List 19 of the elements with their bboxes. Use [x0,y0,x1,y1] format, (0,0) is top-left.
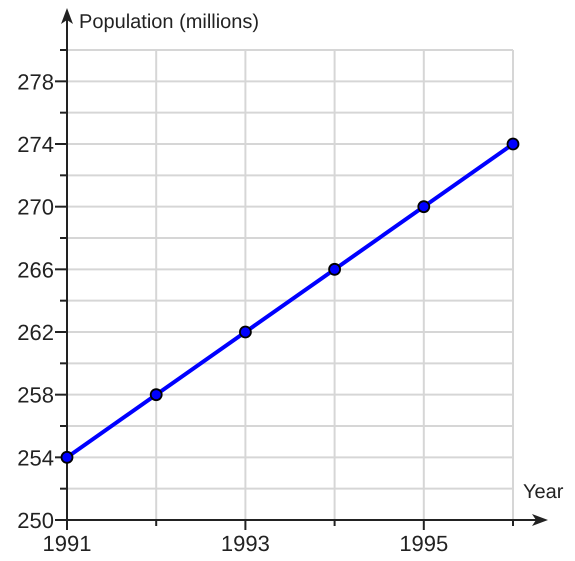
y-axis-title: Population (millions) [79,11,260,33]
y-tick-label: 266 [17,257,54,282]
point [60,450,74,464]
y-tick-label: 254 [17,445,54,470]
point [417,200,430,214]
y-tick-label: 250 [17,508,54,533]
y-tick-label: 270 [17,194,54,220]
y-tick-label: 274 [17,132,54,157]
y-tick-label: 258 [17,382,54,408]
x-axis-title: Year [523,481,564,503]
point [506,138,520,150]
y-tick-label: 278 [17,69,54,94]
x-tick-label: 1991 [42,531,92,556]
point [328,262,341,276]
y-tick-label: 262 [17,320,54,345]
x-tick-label: 1995 [399,531,448,556]
point [150,388,163,402]
point [239,326,252,338]
x-tick-label: 1993 [220,531,270,556]
